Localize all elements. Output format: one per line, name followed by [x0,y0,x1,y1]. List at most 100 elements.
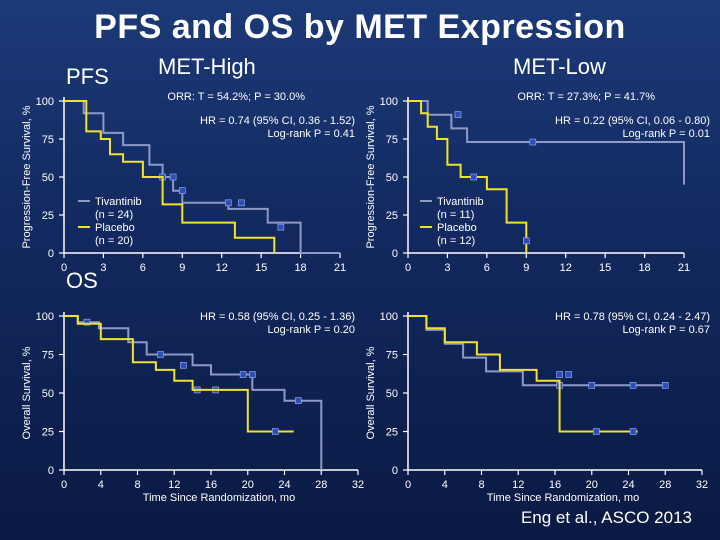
x-tick-label: 15 [599,262,611,274]
y-tick-label: 0 [48,465,54,477]
x-axis-label: Time Since Randomization, mo [487,492,639,504]
hr-annotation: HR = 0.58 (95% CI, 0.25 - 1.36) [200,311,355,323]
x-tick-label: 0 [405,262,411,274]
y-tick-label: 50 [386,388,398,400]
y-tick-label: 100 [380,96,398,108]
orr-annotation: ORR: T = 27.3%; P = 41.7% [517,91,655,103]
series-line-tivantinib [408,315,666,387]
y-tick-label: 0 [392,465,398,477]
y-tick-label: 100 [36,311,54,323]
y-tick-label: 50 [386,172,398,184]
logrank-annotation: Log-rank P = 0.41 [267,128,355,140]
x-tick-label: 8 [134,479,140,491]
y-axis-label: Overall Survival, % [365,346,377,439]
legend-label-placebo: Placebo [437,222,477,234]
x-tick-label: 4 [442,479,448,491]
legend-n-tivantinib: (n = 24) [95,209,133,221]
series-line-placebo [408,100,528,253]
x-axis-label: Time Since Randomization, mo [143,492,295,504]
chart-os-low: 0 25 50 75 100 0 4 8 12 16 20 24 28 32 Overall Surviva… [365,311,710,504]
y-tick-label: 75 [386,350,398,362]
series-line-tivantinib [408,100,685,185]
x-tick-label: 3 [100,262,106,274]
censor-mark-tivantinib [661,381,669,389]
legend-label-placebo: Placebo [95,222,135,234]
section-label-os: OS [66,268,98,293]
x-tick-label: 12 [512,479,524,491]
censor-mark-placebo [277,223,285,231]
citation: Eng et al., ASCO 2013 [520,508,692,527]
series-line-placebo [64,315,294,433]
x-tick-label: 9 [179,262,185,274]
slide-title: PFS and OS by MET Expression [94,8,626,46]
y-axis-label: Progression-Free Survival, % [365,105,377,248]
y-tick-label: 75 [42,350,54,362]
orr-annotation: ORR: T = 54.2%; P = 30.0% [167,91,305,103]
censor-mark-placebo [556,371,563,378]
censor-mark-tivantinib [180,361,187,369]
censor-mark-placebo [565,371,573,378]
series-line-placebo [408,315,638,433]
censor-mark-tivantinib [454,111,462,118]
x-tick-label: 8 [478,479,484,491]
header-met-low: MET-Low [513,54,606,79]
hr-annotation: HR = 0.78 (95% CI, 0.24 - 2.47) [555,311,710,323]
censor-mark-tivantinib [224,199,232,207]
censor-mark-placebo [522,237,530,245]
censor-mark-tivantinib [157,351,164,358]
logrank-annotation: Log-rank P = 0.20 [267,324,355,336]
y-tick-label: 100 [380,311,398,323]
hr-annotation: HR = 0.74 (95% CI, 0.36 - 1.52) [200,115,355,127]
x-tick-label: 4 [98,479,104,491]
censor-mark-tivantinib [178,187,186,194]
legend-n-tivantinib: (n = 11) [437,209,474,221]
header-met-high: MET-High [158,54,256,79]
x-tick-label: 0 [61,479,67,491]
y-axis-label: Progression-Free Survival, % [21,105,33,248]
censor-mark-tivantinib [83,318,91,326]
y-tick-label: 25 [42,427,54,439]
hr-annotation: HR = 0.22 (95% CI, 0.06 - 0.80) [555,115,710,127]
x-tick-label: 9 [523,262,529,274]
x-tick-label: 6 [140,262,146,274]
x-tick-label: 0 [61,262,67,274]
y-tick-label: 0 [392,248,398,260]
x-tick-label: 21 [678,262,690,274]
x-tick-label: 24 [278,479,290,491]
censor-mark-tivantinib [588,381,596,389]
y-tick-label: 0 [48,248,54,260]
x-tick-label: 12 [216,262,228,274]
x-tick-label: 24 [622,479,634,491]
x-tick-label: 18 [638,262,650,274]
y-tick-label: 50 [42,172,54,184]
censor-mark-tivantinib [529,138,537,146]
chart-os-high: 0 25 50 75 100 0 4 8 12 16 20 24 28 32 Overall Surviva… [21,311,364,504]
censor-mark-tivantinib [239,371,247,378]
x-tick-label: 20 [242,479,254,491]
y-tick-label: 100 [36,96,54,108]
censor-mark-placebo [272,428,279,435]
y-tick-label: 25 [386,210,398,222]
series-line-placebo [64,100,276,253]
x-tick-label: 12 [560,262,572,274]
legend-label-tivantinib: Tivantinib [95,196,142,208]
censor-mark-tivantinib [249,371,256,378]
section-label-pfs: PFS [66,64,109,89]
y-tick-label: 25 [42,210,54,222]
legend-n-placebo: (n = 20) [95,235,133,247]
censor-mark-tivantinib [169,173,177,181]
y-axis-label: Overall Survival, % [21,346,33,439]
x-tick-label: 6 [484,262,490,274]
y-tick-label: 75 [42,134,54,146]
x-tick-label: 18 [294,262,306,274]
y-tick-label: 25 [386,427,398,439]
censor-mark-tivantinib [238,199,245,207]
x-tick-label: 0 [405,479,411,491]
x-tick-label: 16 [549,479,561,491]
x-tick-label: 28 [315,479,327,491]
legend-label-tivantinib: Tivantinib [437,196,484,208]
x-tick-label: 21 [334,262,346,274]
series-line-tivantinib [64,100,340,254]
censor-mark-placebo [629,428,637,435]
